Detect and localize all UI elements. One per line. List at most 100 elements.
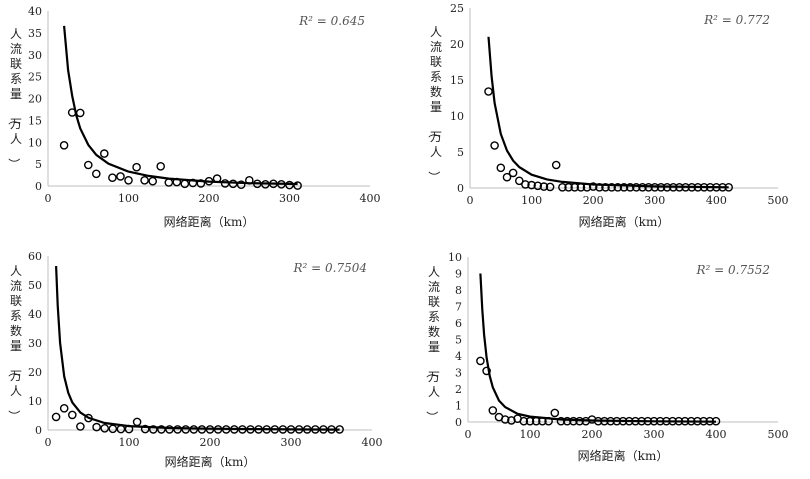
y-tick-label: 30 (28, 49, 42, 62)
x-tick-label: 300 (281, 436, 302, 449)
data-point (582, 182, 592, 192)
data-point (502, 172, 512, 182)
y-tick-label: 1 (455, 400, 462, 413)
data-point (246, 425, 255, 434)
y-tick-label: 40 (28, 308, 42, 321)
data-point (600, 416, 609, 426)
data-point (293, 181, 302, 190)
data-point (205, 425, 215, 434)
y-axis-label: 人流联系数量（万人） (427, 25, 442, 183)
y-tick-label: 0 (455, 416, 462, 429)
data-point (718, 182, 727, 192)
data-point (228, 179, 238, 189)
data-point (212, 174, 222, 183)
y-tick-label: 0 (35, 180, 42, 193)
x-tick-label: 0 (467, 194, 474, 207)
data-point (220, 179, 230, 188)
y-tick-label: 20 (28, 93, 42, 106)
data-point (490, 141, 499, 150)
y-tick-label: 30 (28, 337, 42, 350)
data-point (335, 425, 344, 434)
data-point (116, 424, 126, 434)
data-point (699, 182, 709, 192)
y-tick-label: 0 (457, 182, 464, 195)
x-tick-label: 0 (45, 192, 52, 205)
data-point (164, 178, 174, 187)
data-point (213, 425, 223, 434)
data-point (140, 175, 149, 185)
y-tick-label: 5 (35, 158, 42, 171)
data-point (197, 425, 207, 434)
data-point (564, 182, 573, 192)
data-point (656, 182, 666, 192)
y-tick-label: 20 (28, 366, 42, 379)
x-tick-label: 500 (768, 428, 789, 441)
data-point (575, 416, 584, 426)
x-tick-label: 100 (521, 194, 542, 207)
y-tick-label: 3 (455, 367, 462, 380)
data-point (625, 182, 635, 192)
data-point (544, 416, 553, 426)
data-point (180, 179, 190, 189)
data-point (51, 412, 61, 422)
x-tick-label: 500 (768, 194, 789, 207)
x-tick-label: 200 (200, 436, 221, 449)
y-tick-label: 0 (35, 424, 42, 437)
data-point (515, 176, 524, 186)
y-tick-label: 50 (28, 279, 42, 292)
y-tick-label: 7 (455, 301, 462, 314)
data-point (570, 182, 580, 192)
data-point (699, 416, 708, 426)
data-point (613, 182, 623, 192)
data-point (157, 425, 166, 434)
x-tick-label: 400 (706, 428, 727, 441)
data-point (618, 416, 628, 426)
x-tick-label: 400 (360, 192, 381, 205)
data-point (59, 140, 69, 150)
y-tick-label: 60 (28, 250, 42, 263)
chart-panel-2: 0 5 10 15 20 25 0 100 200 300 400 500 网络距离（km） 人流联系数量… (427, 2, 789, 229)
data-point (108, 424, 118, 434)
chart-panel-3: 0 10 20 30 40 50 60 0 100 200 300 400 网络距离（km） 人流联系数量… (7, 250, 383, 469)
data-point (59, 403, 69, 413)
data-point (680, 416, 690, 426)
data-point (686, 416, 696, 426)
x-tick-label: 200 (583, 194, 604, 207)
data-point (196, 179, 206, 188)
data-point (148, 425, 158, 434)
data-point (270, 425, 280, 434)
data-point (124, 424, 134, 434)
y-tick-label: 25 (450, 2, 464, 15)
data-point (669, 182, 678, 192)
data-point (488, 406, 498, 415)
data-point (508, 168, 518, 178)
data-point (132, 417, 142, 427)
y-tick-label: 15 (450, 74, 464, 87)
data-point (84, 160, 93, 170)
data-point (221, 425, 231, 434)
data-point (576, 182, 586, 192)
data-point (204, 176, 214, 186)
x-tick-label: 300 (644, 428, 665, 441)
data-point (75, 108, 85, 118)
data-point (189, 425, 199, 434)
y-tick-label: 35 (28, 27, 42, 40)
r-squared-label: R² = 0.645 (298, 14, 365, 28)
y-tick-label: 2 (455, 383, 462, 396)
data-point (286, 425, 296, 434)
x-tick-label: 0 (465, 428, 472, 441)
r-squared-label: R² = 0.772 (703, 13, 770, 27)
data-point (558, 182, 567, 192)
data-point (521, 180, 530, 189)
x-axis-label: 网络距离（km） (165, 454, 256, 469)
data-point (687, 182, 697, 192)
data-point (181, 425, 190, 434)
data-point (100, 149, 109, 158)
data-point (277, 179, 286, 189)
data-point (662, 182, 672, 192)
data-point (262, 425, 272, 434)
data-point (124, 175, 133, 185)
x-tick-label: 100 (520, 428, 541, 441)
data-point (556, 416, 566, 426)
